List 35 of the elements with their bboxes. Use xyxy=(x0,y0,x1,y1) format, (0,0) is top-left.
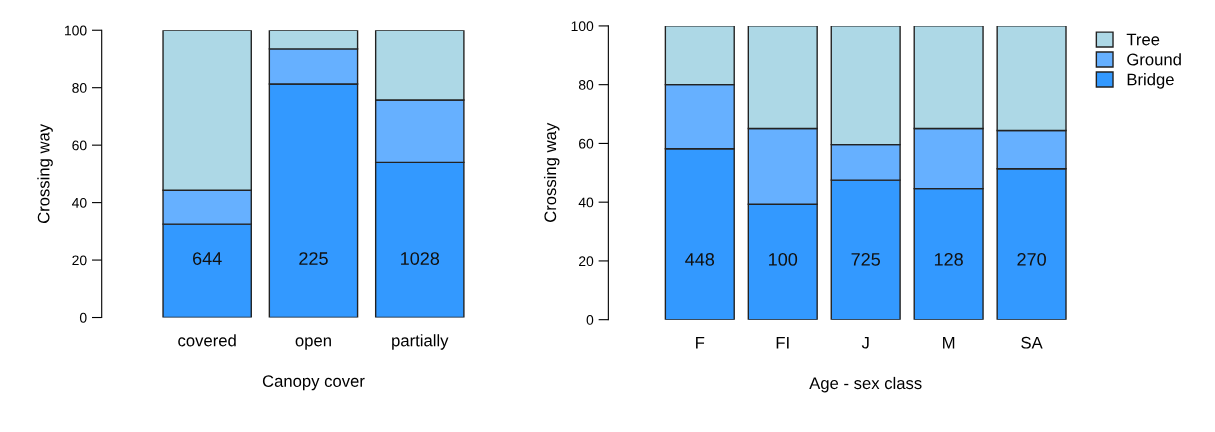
x-tick-label: covered xyxy=(178,334,236,347)
legend-label: Ground xyxy=(1127,53,1181,66)
annotation: 644 xyxy=(193,252,222,265)
x-axis-title: Canopy cover xyxy=(262,375,365,391)
y-tick-label: 20 xyxy=(72,255,87,266)
x-axis-title: Age - sex class xyxy=(809,376,922,393)
annotation: 100 xyxy=(769,252,798,266)
y-tick-label: 40 xyxy=(578,197,594,208)
y-axis-title: Crossing way xyxy=(37,123,53,224)
y-tick-label: 0 xyxy=(79,312,87,323)
annotation: 448 xyxy=(685,252,715,266)
annotation: 270 xyxy=(1017,252,1046,266)
y-tick-label: 60 xyxy=(72,140,87,151)
y-tick-label: 80 xyxy=(72,83,87,93)
annotation: 225 xyxy=(299,252,328,265)
annotation: 1028 xyxy=(401,252,440,265)
x-tick-label: J xyxy=(861,336,869,349)
y-axis-title: Crossing way xyxy=(543,122,560,222)
y-tick-label: 60 xyxy=(579,138,594,149)
y-tick-label: 40 xyxy=(71,197,87,208)
x-tick-label: FI xyxy=(776,336,789,349)
x-tick-label: partially xyxy=(392,334,449,350)
y-tick-label: 0 xyxy=(586,315,594,325)
legend-label: Tree xyxy=(1126,33,1160,46)
x-tick-label: SA xyxy=(1021,336,1043,349)
annotation: 725 xyxy=(851,252,880,266)
legend-label: Bridge xyxy=(1127,73,1174,89)
y-tick-label: 20 xyxy=(579,256,594,267)
x-tick-label: F xyxy=(696,336,705,349)
y-tick-label: 100 xyxy=(65,25,87,36)
y-tick-label: 100 xyxy=(571,21,594,32)
x-tick-label: M xyxy=(943,336,955,349)
y-tick-label: 80 xyxy=(578,80,594,90)
x-tick-label: open xyxy=(295,337,331,350)
annotation: 128 xyxy=(934,252,963,266)
